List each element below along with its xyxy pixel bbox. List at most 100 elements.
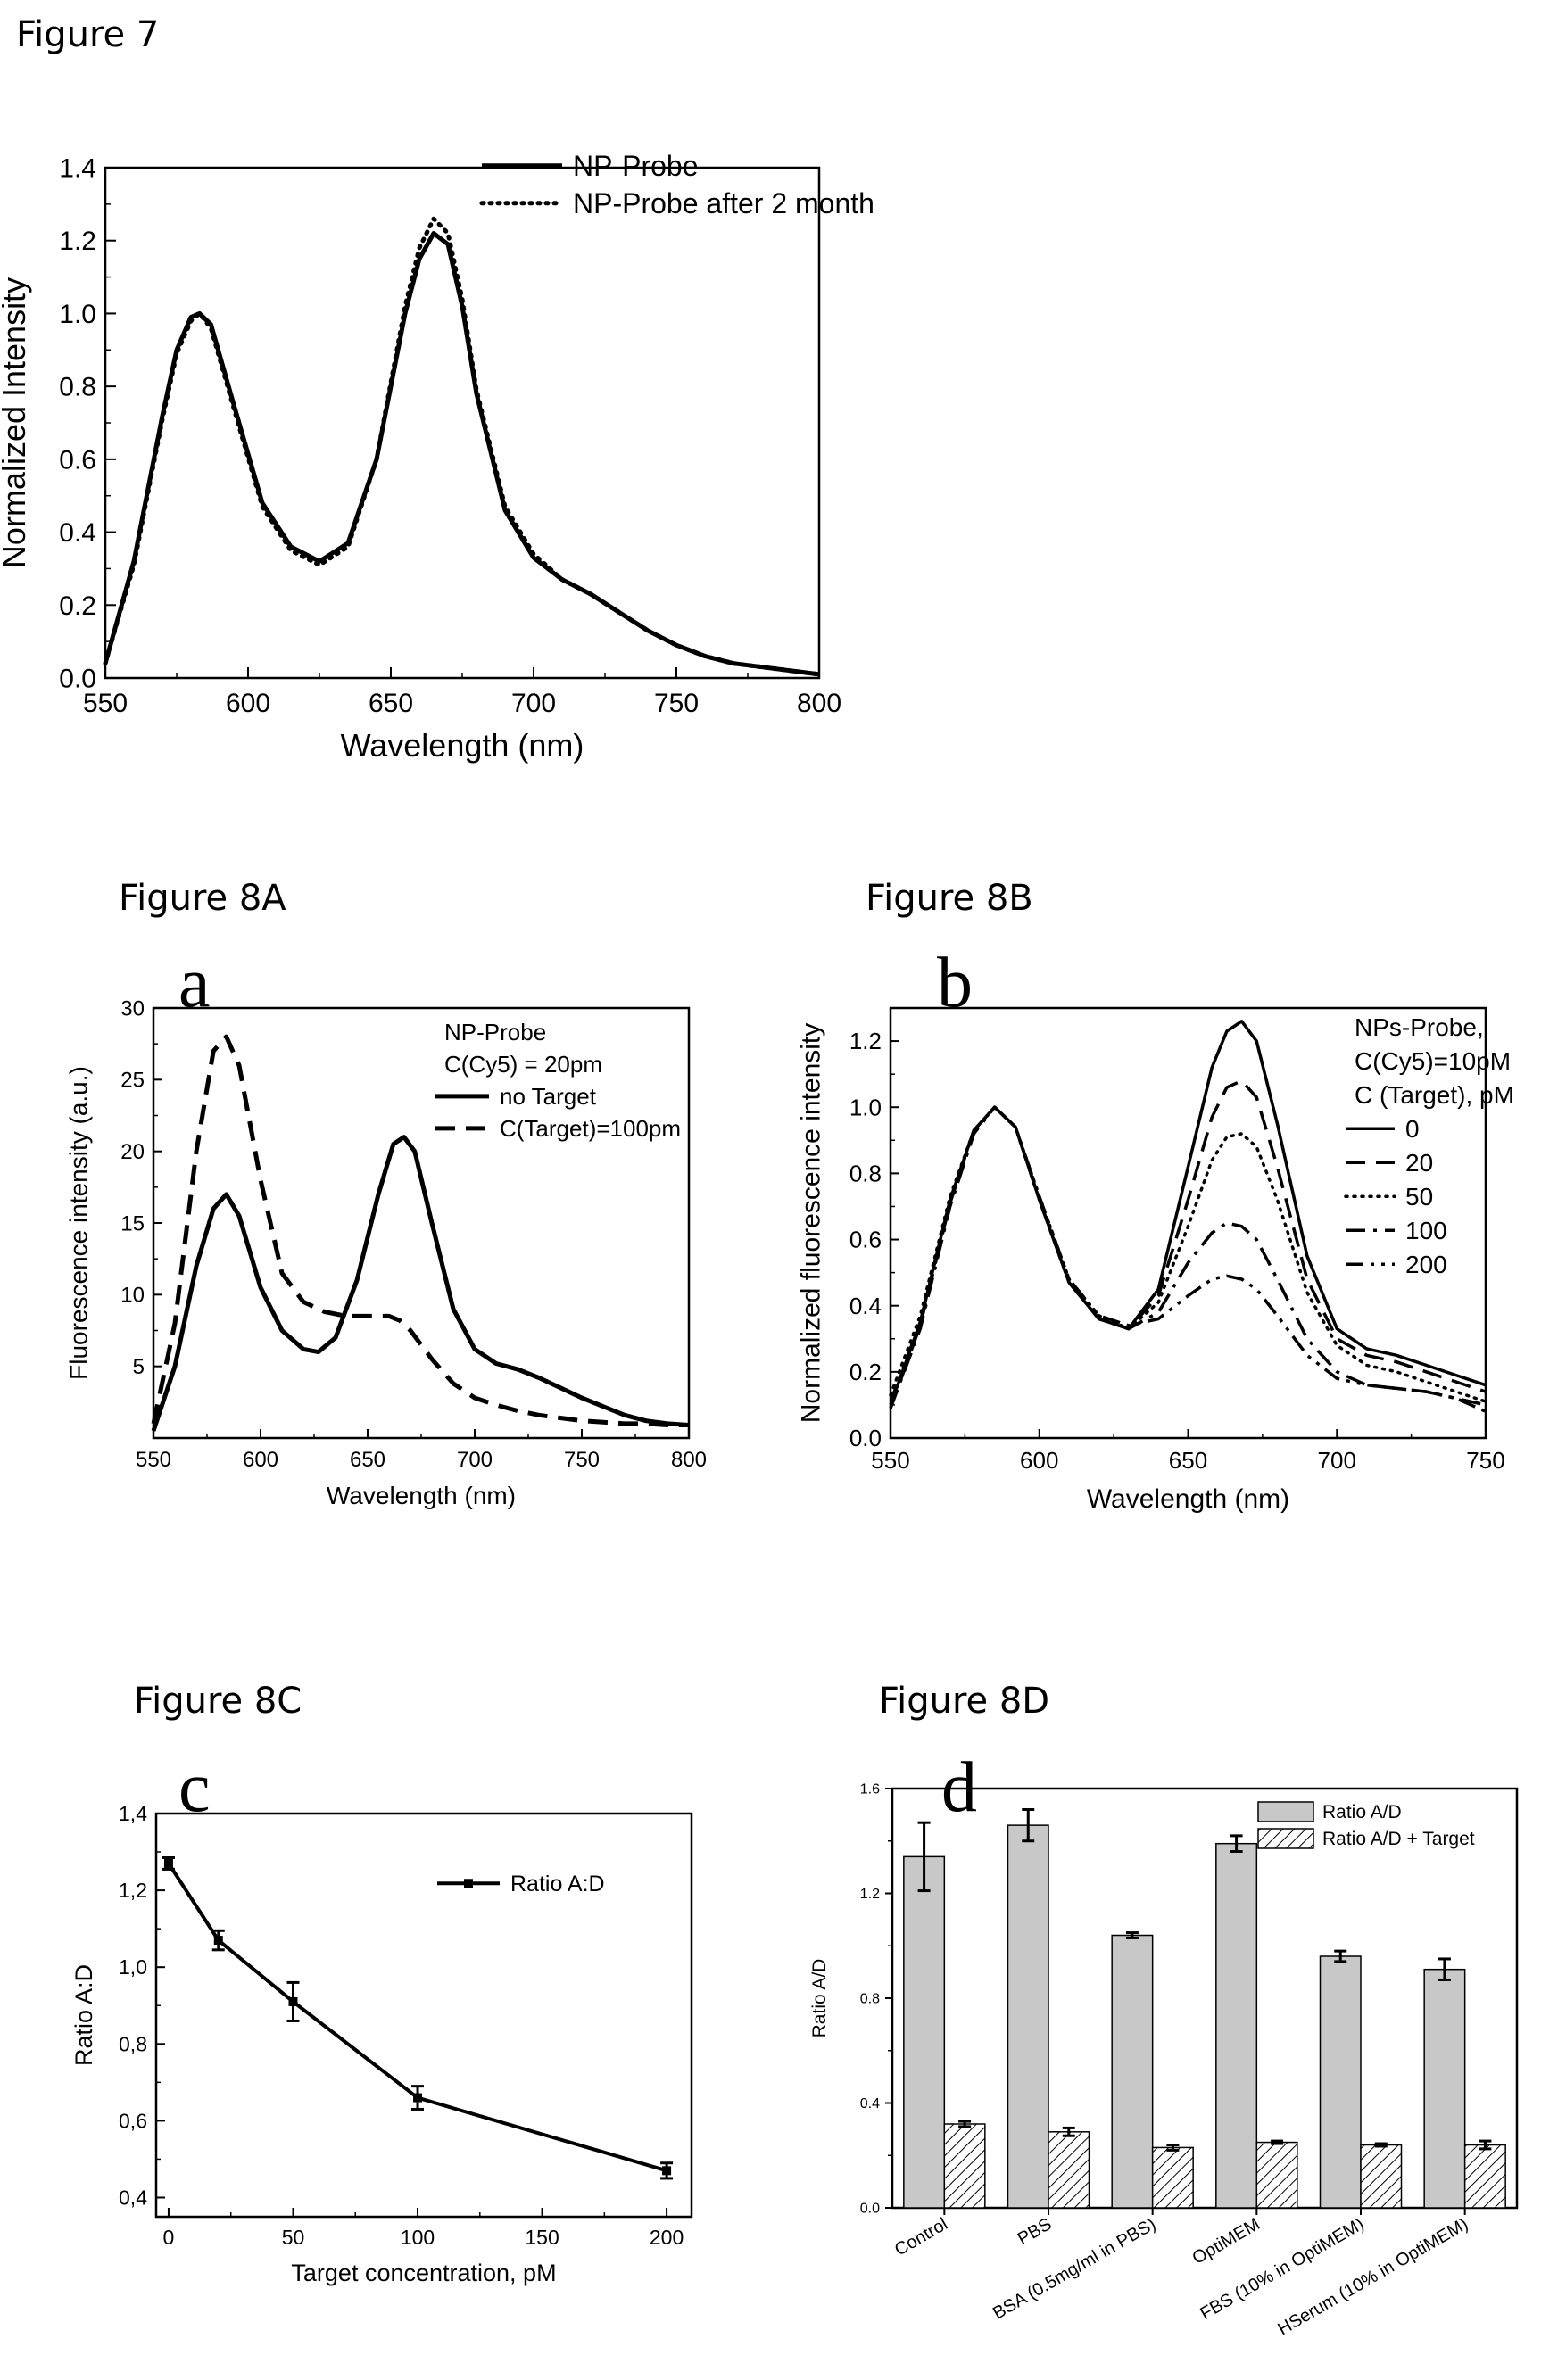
data-point-marker	[163, 1858, 173, 1868]
chart-figure-7: 550 600 650 700 750 800 0.0 0.2 0.4 0.6 0.8 1.0 1.2 1…	[0, 150, 874, 764]
figure-8b-title: Figure 8B	[866, 878, 1033, 919]
y-tick-label: 15	[120, 1211, 145, 1235]
x-axis-label: Target concentration, pM	[291, 2260, 556, 2286]
legend-entry-label: 50	[1405, 1183, 1433, 1211]
data-point-marker	[413, 2093, 423, 2103]
y-tick-label: 0,6	[119, 2109, 147, 2132]
panel-letter-a: a	[178, 944, 211, 1022]
legend-entry-label: no Target	[500, 1083, 597, 1110]
y-tick-label: 0,8	[119, 2032, 147, 2055]
series-line	[889, 1105, 1487, 1409]
y-tick-label: 0.4	[860, 2096, 880, 2111]
y-tick-label: 1,2	[119, 1879, 147, 1902]
legend-title: NP-Probe	[444, 1019, 546, 1045]
y-tick-label: 5	[133, 1355, 145, 1379]
x-tick-label: 650	[369, 689, 413, 718]
y-tick-label: 0.0	[59, 665, 96, 694]
legend-entry-label: Ratio A/D + Target	[1322, 1829, 1475, 1849]
data-point-marker	[662, 2166, 672, 2176]
y-tick-label: 0.4	[849, 1293, 882, 1319]
legend-swatch	[1257, 1828, 1314, 1849]
bar	[1255, 2141, 1298, 2209]
y-tick-label: 0.0	[849, 1425, 882, 1451]
bar	[1463, 2144, 1506, 2209]
series-line	[889, 1078, 1487, 1409]
x-tick-label: 600	[243, 1448, 278, 1472]
chart-figure-8c: 0 50 100 150 200 0,4 0,6 0,8 1,0 1,2 1,4 Target con…	[70, 1802, 693, 2286]
legend-title: NPs-Probe,	[1355, 1013, 1484, 1041]
x-tick-label: 150	[525, 2226, 559, 2249]
x-tick-label: 0	[163, 2226, 175, 2249]
x-tick-label: 550	[871, 1447, 909, 1474]
x-tick-label: 550	[83, 689, 128, 718]
x-tick-label: 700	[1318, 1447, 1356, 1474]
series-line	[151, 1034, 689, 1427]
x-tick-label: 800	[671, 1448, 707, 1472]
x-tick-label: 650	[350, 1448, 385, 1472]
x-tick-label: OptiMEM	[1189, 2214, 1264, 2268]
legend-entry-label: 20	[1405, 1149, 1433, 1177]
y-tick-label: 20	[120, 1140, 145, 1164]
y-tick-label: 1.4	[59, 154, 96, 184]
x-tick-label: 750	[564, 1448, 600, 1472]
legend-marker	[464, 1879, 473, 1888]
panel-letter-b: b	[937, 944, 973, 1022]
legend-entry-label: C(Target)=100pm	[500, 1115, 681, 1142]
y-tick-label: 0.2	[849, 1359, 882, 1385]
figure-8a-title: Figure 8A	[119, 878, 286, 919]
x-tick-label: HSerum (10% in OptiMEM)	[1274, 2214, 1471, 2339]
y-axis-label: Ratio A:D	[70, 1964, 97, 2066]
y-tick-label: 0.8	[860, 1992, 880, 2007]
y-tick-label: 0.6	[59, 445, 96, 475]
y-tick-label: 0.8	[849, 1160, 882, 1186]
y-tick-label: 0.0	[860, 2202, 880, 2217]
bar	[1215, 1842, 1258, 2209]
legend-entry-label: 200	[1405, 1251, 1447, 1278]
bar	[1151, 2146, 1194, 2209]
x-tick-label: 700	[511, 689, 556, 718]
legend-title: C (Target), pM	[1355, 1081, 1514, 1109]
y-tick-label: 1.2	[59, 227, 96, 256]
bar	[1111, 1934, 1154, 2209]
bar	[1007, 1824, 1049, 2209]
x-axis-label: Wavelength (nm)	[327, 1482, 516, 1509]
x-axis-label: Wavelength (nm)	[341, 727, 584, 764]
bar	[1319, 1955, 1362, 2209]
series-line	[889, 1105, 1487, 1413]
bar	[943, 2123, 986, 2209]
panel-letter-c: c	[178, 1748, 211, 1827]
series-line	[167, 1862, 667, 2173]
y-tick-label: 10	[120, 1284, 145, 1308]
y-axis-label: Fluorescence intensity (a.u.)	[65, 1066, 93, 1380]
plot-frame	[104, 166, 821, 680]
bar	[903, 1855, 946, 2209]
figure-7-title: Figure 7	[16, 14, 159, 55]
y-tick-label: 0.8	[59, 373, 96, 402]
y-tick-label: 0.4	[59, 518, 96, 548]
y-tick-label: 1,4	[119, 1802, 147, 1825]
x-axis-label: Wavelength (nm)	[1087, 1484, 1289, 1514]
y-tick-label: 1.0	[849, 1094, 882, 1120]
legend-entry-label: 100	[1405, 1217, 1447, 1244]
y-tick-label: 1.0	[59, 300, 96, 329]
x-tick-label: 800	[797, 689, 841, 718]
plot-frame	[891, 1787, 1519, 2210]
legend-title: C(Cy5) = 20pm	[444, 1051, 602, 1078]
x-tick-label: 750	[654, 689, 699, 718]
x-tick-label: 50	[282, 2226, 305, 2249]
legend-entry-label: Ratio A:D	[510, 1872, 605, 1897]
chart-figure-8a: 550 600 650 700 750 800 5 10 15 20 25 30 Wavelength …	[65, 996, 707, 1509]
bar	[1423, 1968, 1466, 2209]
figure-8c-title: Figure 8C	[134, 1681, 302, 1722]
legend-entry-label: 0	[1405, 1115, 1420, 1143]
legend-entry-label: NP-Probe after 2 month	[573, 187, 874, 219]
x-tick-label: 200	[650, 2226, 684, 2249]
y-tick-label: 30	[120, 996, 145, 1021]
y-tick-label: 0.2	[59, 591, 96, 621]
data-point-marker	[288, 1996, 298, 2006]
x-tick-label: 600	[226, 689, 270, 718]
x-tick-label: 650	[1169, 1447, 1207, 1474]
x-tick-label: BSA (0.5mg/ml in PBS)	[990, 2214, 1159, 2323]
x-tick-label: 700	[457, 1448, 493, 1472]
